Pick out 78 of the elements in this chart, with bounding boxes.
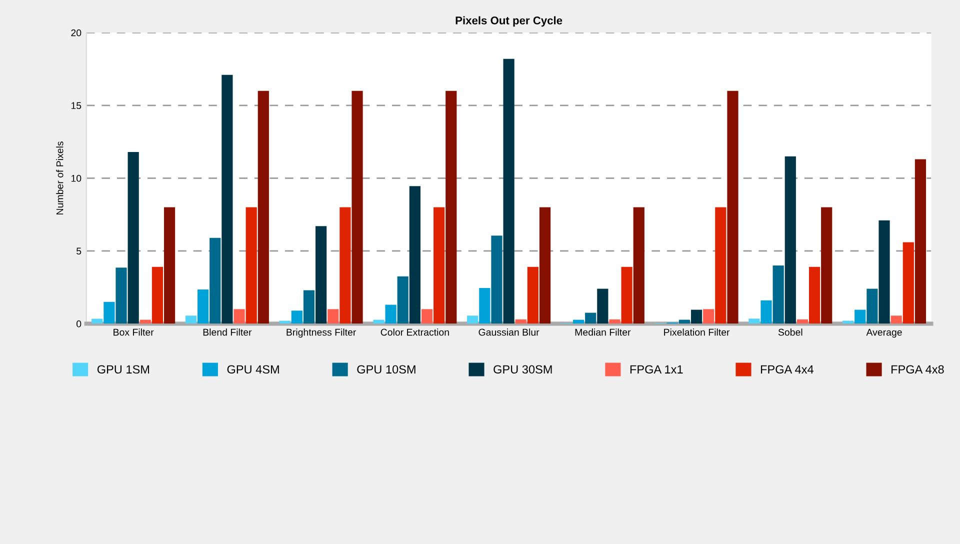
bar: [316, 226, 327, 324]
legend-label: GPU 1SM: [97, 365, 150, 374]
x-tick-label: Brightness Filter: [286, 328, 356, 338]
bar: [409, 186, 420, 324]
bar: [503, 58, 514, 324]
x-tick-label: Box Filter: [114, 328, 154, 336]
bar: [104, 302, 115, 324]
bar: [340, 207, 351, 324]
bar: [784, 156, 796, 324]
bar: [128, 152, 139, 324]
bar: [703, 309, 714, 324]
y-axis-title: Number of Pixels: [56, 142, 64, 214]
bar: [198, 289, 209, 324]
bar: [902, 242, 914, 324]
bar: [854, 310, 866, 324]
bar: [467, 316, 478, 324]
x-tick-label: Median Filter: [575, 328, 631, 336]
bar: [421, 309, 433, 324]
bar: [772, 265, 784, 324]
bar: [890, 316, 902, 324]
bar: [748, 318, 760, 324]
bar: [116, 268, 127, 324]
bar: [914, 159, 926, 324]
bar: [291, 310, 302, 324]
bar: [821, 207, 832, 324]
bar: [597, 288, 608, 324]
bar: [585, 312, 596, 324]
bar: [866, 288, 878, 324]
bar: [303, 290, 315, 324]
legend-label: GPU 10SM: [357, 365, 416, 374]
bar: [715, 207, 726, 324]
x-tick-label: Color Extraction: [380, 328, 449, 336]
bar: [796, 319, 808, 324]
y-tick-label: 20: [71, 29, 82, 36]
bar: [246, 207, 257, 324]
bar: [352, 90, 363, 324]
bar: [385, 304, 396, 324]
bar: [210, 238, 221, 324]
bar: [258, 90, 269, 324]
bar: [609, 319, 620, 324]
legend-label: GPU 4SM: [227, 365, 279, 374]
bar: [491, 236, 502, 324]
bar: [633, 207, 644, 324]
x-tick-label: Blend Filter: [203, 328, 252, 336]
chart-title: Pixels Out per Cycle: [456, 16, 562, 27]
bar: [808, 266, 820, 324]
bar: [397, 276, 408, 324]
bar: [92, 318, 103, 324]
legend-label: FPGA 4x4: [760, 365, 814, 374]
legend-label: GPU 30SM: [494, 365, 552, 374]
y-tick-label: 5: [76, 248, 82, 255]
bar: [527, 266, 538, 324]
bar: [373, 320, 384, 324]
bar: [727, 90, 738, 324]
bar: [434, 207, 445, 324]
bar: [878, 220, 890, 324]
y-tick-label: 15: [71, 102, 82, 110]
bar: [152, 266, 164, 324]
bar: [185, 316, 197, 324]
x-tick-label: Sobel: [778, 328, 802, 336]
bar: [690, 310, 702, 324]
bar: [164, 207, 176, 324]
bar: [234, 309, 245, 324]
y-tick-label: 0: [76, 320, 82, 328]
bar: [479, 288, 490, 324]
bar: [328, 309, 339, 324]
x-tick-label: Gaussian Blur: [478, 328, 540, 336]
bar: [446, 90, 457, 324]
legend-label: FPGA 1x1: [630, 365, 683, 374]
legend-label: FPGA 4x8: [892, 365, 944, 374]
bar: [515, 319, 526, 324]
y-tick-label: 10: [71, 174, 82, 182]
x-tick-label: Average: [866, 328, 902, 338]
bar: [222, 74, 233, 324]
bar: [760, 300, 772, 324]
bar: [621, 266, 632, 324]
x-tick-label: Pixelation Filter: [664, 328, 730, 336]
bar: [539, 207, 551, 324]
